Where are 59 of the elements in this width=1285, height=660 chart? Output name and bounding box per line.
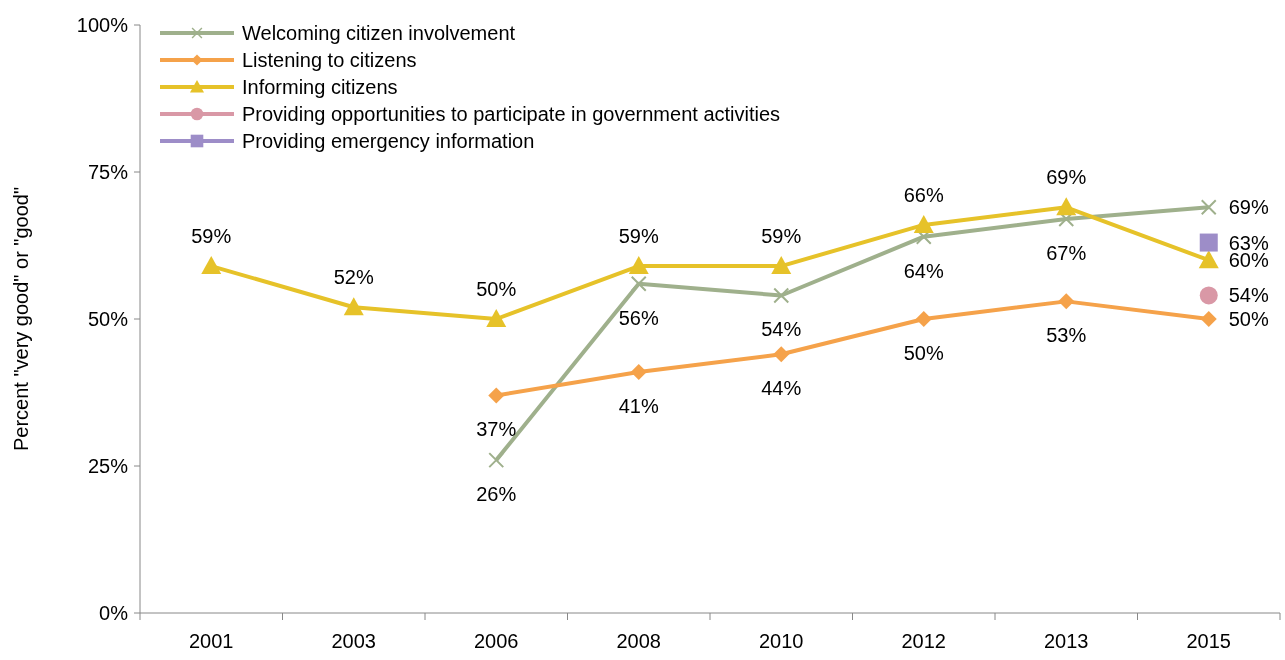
point — [1200, 199, 1217, 216]
data-label: 59% — [618, 225, 659, 248]
point — [486, 309, 507, 327]
x-tick-label: 2012 — [901, 630, 946, 652]
data-label: 50% — [476, 278, 517, 300]
data-label: 69% — [1046, 166, 1087, 189]
point — [773, 346, 790, 363]
point — [630, 275, 647, 292]
x-tick-label: 2006 — [474, 630, 519, 652]
point — [771, 256, 792, 275]
data-label: 50% — [1228, 308, 1269, 330]
data-label: 50% — [903, 342, 944, 364]
y-tick-label: 0% — [99, 602, 129, 624]
x-tick-label: 2003 — [331, 630, 376, 652]
point — [913, 214, 934, 233]
data-label: 54% — [761, 318, 802, 341]
x-tick-label: 2008 — [616, 630, 661, 652]
data-label: 64% — [903, 259, 944, 282]
point — [630, 363, 647, 380]
x-tick-label: 2001 — [189, 630, 234, 652]
data-label: 56% — [618, 306, 659, 329]
data-label: 26% — [476, 483, 517, 506]
x-tick-label: 2010 — [759, 630, 804, 652]
y-tick-label: 25% — [87, 455, 129, 477]
point — [1198, 250, 1219, 269]
legend-label: Informing citizens — [242, 76, 398, 98]
data-label: 37% — [476, 418, 517, 441]
point — [1200, 311, 1217, 327]
legend-label: Welcoming citizen involvement — [242, 22, 516, 44]
point — [1058, 293, 1075, 310]
data-label: 44% — [761, 377, 802, 400]
data-label: 59% — [191, 225, 232, 248]
data-label: 59% — [761, 225, 802, 248]
y-tick-label: 100% — [76, 14, 129, 36]
y-axis-title: Percent "very good" or "good" — [10, 186, 32, 452]
point — [1199, 233, 1218, 252]
data-label: 41% — [618, 394, 659, 417]
point — [488, 387, 505, 404]
legend-label: Providing opportunities to participate in government activities — [242, 103, 781, 125]
data-label: 67% — [1046, 242, 1087, 265]
x-tick-label: 2013 — [1044, 630, 1089, 652]
point — [1056, 197, 1077, 216]
y-tick-label: 50% — [87, 308, 129, 330]
data-label: 66% — [903, 183, 944, 206]
point — [201, 256, 222, 275]
data-label: 53% — [1046, 324, 1087, 347]
legend-label: Listening to citizens — [242, 49, 417, 71]
point — [343, 297, 364, 316]
x-tick-label: 2015 — [1186, 630, 1231, 652]
data-label: 54% — [1228, 284, 1269, 307]
point — [628, 256, 649, 275]
point — [1199, 286, 1218, 305]
point — [773, 287, 790, 304]
point — [915, 311, 932, 327]
y-tick-label: 75% — [87, 161, 129, 183]
point — [488, 452, 505, 469]
data-label: 52% — [333, 266, 374, 289]
data-label: 69% — [1228, 196, 1269, 219]
legend-label: Providing emergency information — [242, 130, 535, 152]
